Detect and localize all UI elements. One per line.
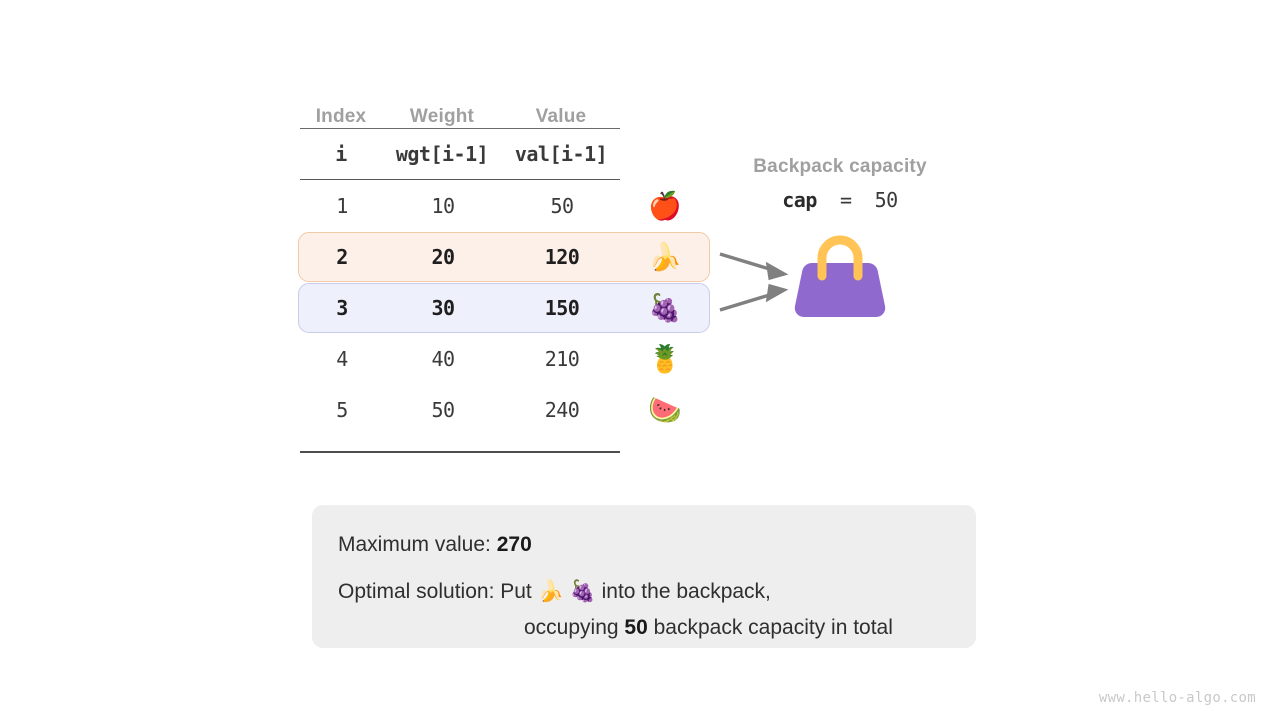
column-header-weight: Weight [409, 106, 475, 127]
table-rule-top [300, 128, 620, 129]
subheader-i: i [335, 142, 347, 166]
table-rule-bottom [300, 451, 620, 453]
backpack-capacity-title: Backpack capacity [753, 156, 927, 177]
cell-value: 50 [550, 194, 574, 218]
occupancy-suffix: backpack capacity in total [653, 615, 893, 639]
table-row[interactable]: 3 30 150 🍇 [298, 283, 710, 333]
maximum-value-number: 270 [496, 533, 532, 556]
subheader-val: val[i-1] [514, 142, 608, 166]
maximum-value-label: Maximum value: [338, 533, 491, 556]
table-subheader-row: i wgt[i-1] val[i-1] [300, 129, 720, 179]
occupancy-value: 50 [624, 615, 648, 639]
cap-key-label: cap [782, 188, 817, 212]
cell-weight: 10 [431, 194, 455, 218]
cell-value: 240 [544, 398, 580, 422]
cell-index: 2 [336, 245, 348, 269]
cell-index: 3 [336, 296, 348, 320]
cell-weight: 30 [431, 296, 455, 320]
cell-weight: 20 [431, 245, 455, 269]
maximum-value-line: Maximum value: 270 [338, 531, 950, 559]
table-row[interactable]: 2 20 120 🍌 [298, 232, 710, 282]
cell-weight: 40 [431, 347, 455, 371]
banana-icon: 🍌 [648, 241, 682, 272]
apple-icon: 🍎 [648, 190, 682, 221]
cell-value: 120 [544, 245, 580, 269]
cell-index: 4 [336, 347, 348, 371]
result-summary-box: Maximum value: 270 Optimal solution: Put… [312, 505, 976, 648]
knapsack-items-table: Index Weight Value i wgt[i-1] val[i-1] 1… [298, 96, 720, 453]
column-header-index: Index [315, 106, 367, 127]
cell-index: 5 [336, 398, 348, 422]
backpack-capacity-expression: cap = 50 [700, 188, 980, 212]
optimal-solution-line: Optimal solution: Put 🍌 🍇 into the backp… [338, 578, 950, 606]
cap-value: 50 [874, 188, 899, 212]
pineapple-icon: 🍍 [648, 343, 682, 374]
column-header-value: Value [535, 106, 587, 127]
cell-index: 1 [336, 194, 348, 218]
cell-value: 150 [544, 296, 580, 320]
site-watermark: www.hello-algo.com [1098, 690, 1256, 706]
selection-arrow-icon [719, 252, 789, 312]
backpack-handbag-icon [794, 235, 886, 318]
watermelon-icon: 🍉 [648, 394, 682, 425]
table-row[interactable]: 1 10 50 🍎 [298, 181, 710, 231]
table-rule-middle [300, 179, 620, 180]
table-row[interactable]: 5 50 240 🍉 [298, 385, 710, 435]
backpack-icon-wrap [700, 228, 980, 328]
cap-equals-sign: = [839, 188, 852, 212]
cell-weight: 50 [431, 398, 455, 422]
table-row[interactable]: 4 40 210 🍍 [298, 334, 710, 384]
selection-arrows [718, 248, 798, 328]
banana-icon: 🍌 [537, 580, 564, 604]
cell-value: 210 [544, 347, 580, 371]
backpack-panel: Backpack capacity cap = 50 [700, 156, 980, 328]
occupancy-line: occupying 50 backpack capacity in total [338, 614, 950, 642]
grapes-icon: 🍇 [569, 580, 596, 604]
table-header-row: Index Weight Value [300, 96, 720, 128]
optimal-solution-suffix: into the backpack, [601, 580, 771, 604]
grapes-icon: 🍇 [648, 292, 682, 323]
subheader-wgt: wgt[i-1] [395, 142, 489, 166]
optimal-solution-prefix: Optimal solution: Put [338, 580, 532, 604]
occupancy-prefix: occupying [524, 615, 619, 639]
